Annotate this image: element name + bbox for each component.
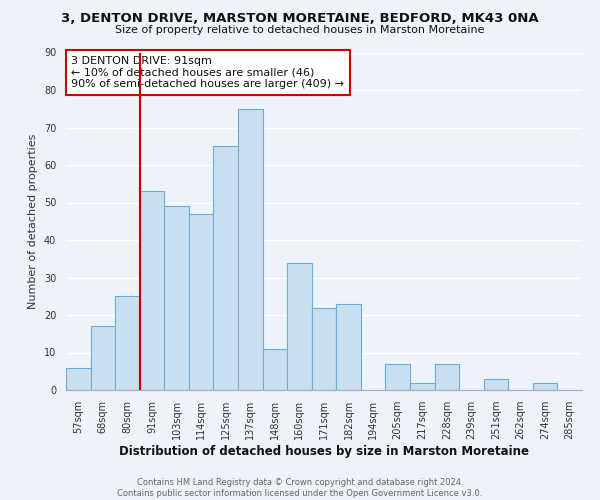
Bar	[238, 109, 263, 390]
Bar	[533, 382, 557, 390]
Text: 3, DENTON DRIVE, MARSTON MORETAINE, BEDFORD, MK43 0NA: 3, DENTON DRIVE, MARSTON MORETAINE, BEDF…	[61, 12, 539, 26]
Bar	[140, 191, 164, 390]
Bar	[263, 349, 287, 390]
Y-axis label: Number of detached properties: Number of detached properties	[28, 134, 38, 309]
Text: Contains HM Land Registry data © Crown copyright and database right 2024.
Contai: Contains HM Land Registry data © Crown c…	[118, 478, 482, 498]
Bar	[434, 364, 459, 390]
Bar	[312, 308, 336, 390]
Bar	[164, 206, 189, 390]
Bar	[336, 304, 361, 390]
Bar	[484, 379, 508, 390]
Bar	[214, 146, 238, 390]
Bar	[91, 326, 115, 390]
X-axis label: Distribution of detached houses by size in Marston Moretaine: Distribution of detached houses by size …	[119, 444, 529, 458]
Bar	[189, 214, 214, 390]
Bar	[385, 364, 410, 390]
Bar	[115, 296, 140, 390]
Text: Size of property relative to detached houses in Marston Moretaine: Size of property relative to detached ho…	[115, 25, 485, 35]
Bar	[287, 262, 312, 390]
Bar	[66, 368, 91, 390]
Text: 3 DENTON DRIVE: 91sqm
← 10% of detached houses are smaller (46)
90% of semi-deta: 3 DENTON DRIVE: 91sqm ← 10% of detached …	[71, 56, 344, 89]
Bar	[410, 382, 434, 390]
